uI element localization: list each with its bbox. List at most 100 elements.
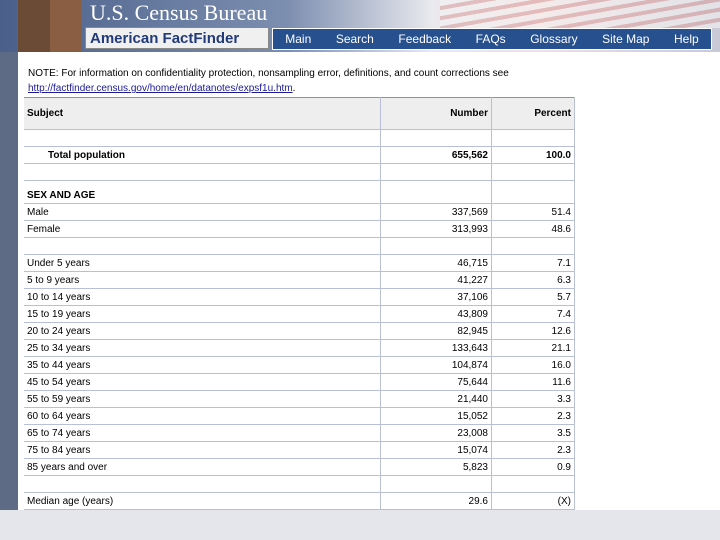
- nav-item[interactable]: FAQs: [475, 32, 506, 46]
- cell: [491, 129, 575, 147]
- percent-cell: 16.0: [491, 356, 575, 374]
- header-row: Subject Number Percent: [24, 97, 575, 130]
- cell: [24, 475, 381, 493]
- spacer-row: [24, 475, 575, 493]
- row-label: 10 to 14 years: [24, 288, 381, 306]
- sidebar: [0, 52, 18, 510]
- nav-item[interactable]: Site Map: [602, 32, 650, 46]
- footer: [0, 510, 720, 540]
- number-cell: 29.6: [380, 492, 492, 510]
- cell: [491, 475, 575, 493]
- data-table: Subject Number Percent Total population 655,…: [24, 97, 575, 527]
- number-cell: 313,993: [380, 220, 492, 238]
- data-row: 60 to 64 years 15,052 2.3: [24, 407, 575, 425]
- data-row: 10 to 14 years 37,106 5.7: [24, 288, 575, 306]
- data-row: Median age (years) 29.6 (X): [24, 492, 575, 510]
- percent-cell: 3.3: [491, 390, 575, 408]
- cell: [491, 163, 575, 181]
- number-cell: 15,052: [380, 407, 492, 425]
- row-label: 75 to 84 years: [24, 441, 381, 459]
- percent-cell: 7.1: [491, 254, 575, 272]
- data-row: 5 to 9 years 41,227 6.3: [24, 271, 575, 289]
- cell: [380, 129, 492, 147]
- cell: [24, 163, 381, 181]
- site-title[interactable]: U.S. Census Bureau: [90, 0, 268, 25]
- percent-cell: 21.1: [491, 339, 575, 357]
- row-label: 55 to 59 years: [24, 390, 381, 408]
- row-label: 20 to 24 years: [24, 322, 381, 340]
- photo: [50, 0, 82, 52]
- percent-cell: 7.4: [491, 305, 575, 323]
- nav-item[interactable]: Glossary: [530, 32, 578, 46]
- row-label: 60 to 64 years: [24, 407, 381, 425]
- cell: [380, 163, 492, 181]
- photo: [18, 0, 50, 52]
- data-row: 65 to 74 years 23,008 3.5: [24, 424, 575, 442]
- number-cell: 15,074: [380, 441, 492, 459]
- data-row: SEX AND AGE: [24, 180, 575, 204]
- number-cell: 37,106: [380, 288, 492, 306]
- data-row: 25 to 34 years 133,643 21.1: [24, 339, 575, 357]
- number-cell: 21,440: [380, 390, 492, 408]
- nav-item[interactable]: Help: [674, 32, 699, 46]
- row-label: 5 to 9 years: [24, 271, 381, 289]
- data-row: 55 to 59 years 21,440 3.3: [24, 390, 575, 408]
- number-cell: 133,643: [380, 339, 492, 357]
- row-label: Under 5 years: [24, 254, 381, 272]
- percent-cell: 5.7: [491, 288, 575, 306]
- percent-cell: 100.0: [491, 146, 575, 164]
- percent-cell: [491, 180, 575, 204]
- percent-cell: 6.3: [491, 271, 575, 289]
- nav-item[interactable]: Feedback: [398, 32, 452, 46]
- nav-item[interactable]: Main: [285, 32, 312, 46]
- row-label: 65 to 74 years: [24, 424, 381, 442]
- column-header: Subject: [24, 97, 381, 130]
- row-label: 15 to 19 years: [24, 305, 381, 323]
- app-logo[interactable]: American FactFinder: [85, 27, 269, 49]
- note: NOTE: For information on confidentiality…: [28, 66, 568, 96]
- number-cell: [380, 180, 492, 204]
- number-cell: 43,809: [380, 305, 492, 323]
- data-row: 85 years and over 5,823 0.9: [24, 458, 575, 476]
- data-row: Female 313,993 48.6: [24, 220, 575, 238]
- number-cell: 75,644: [380, 373, 492, 391]
- row-label: Female: [24, 220, 381, 238]
- cell: [491, 237, 575, 255]
- cell: [380, 237, 492, 255]
- data-row: 35 to 44 years 104,874 16.0: [24, 356, 575, 374]
- row-label: SEX AND AGE: [24, 180, 381, 204]
- percent-cell: 2.3: [491, 441, 575, 459]
- number-cell: 23,008: [380, 424, 492, 442]
- number-cell: 337,569: [380, 203, 492, 221]
- cell: [380, 475, 492, 493]
- percent-cell: 2.3: [491, 407, 575, 425]
- spacer-row: [24, 237, 575, 255]
- note-link[interactable]: http://factfinder.census.gov/home/en/dat…: [28, 83, 293, 94]
- header: U.S. Census Bureau American FactFinder M…: [0, 0, 720, 52]
- number-cell: 5,823: [380, 458, 492, 476]
- data-row: 75 to 84 years 15,074 2.3: [24, 441, 575, 459]
- number-cell: 104,874: [380, 356, 492, 374]
- data-row: 45 to 54 years 75,644 11.6: [24, 373, 575, 391]
- percent-cell: 0.9: [491, 458, 575, 476]
- number-cell: 41,227: [380, 271, 492, 289]
- cell: [24, 237, 381, 255]
- percent-cell: 3.5: [491, 424, 575, 442]
- data-row: Under 5 years 46,715 7.1: [24, 254, 575, 272]
- row-label: 25 to 34 years: [24, 339, 381, 357]
- number-cell: 46,715: [380, 254, 492, 272]
- row-label: 45 to 54 years: [24, 373, 381, 391]
- row-label: Median age (years): [24, 492, 381, 510]
- percent-cell: 51.4: [491, 203, 575, 221]
- data-row: 20 to 24 years 82,945 12.6: [24, 322, 575, 340]
- note-end: .: [292, 83, 296, 94]
- spacer-row: [24, 129, 575, 147]
- nav-item[interactable]: Search: [335, 32, 374, 46]
- cell: [24, 129, 381, 147]
- note-text: NOTE: For information on confidentiality…: [28, 68, 509, 79]
- percent-cell: 48.6: [491, 220, 575, 238]
- data-row: Total population 655,562 100.0: [24, 146, 575, 164]
- row-label: Male: [24, 203, 381, 221]
- number-cell: 82,945: [380, 322, 492, 340]
